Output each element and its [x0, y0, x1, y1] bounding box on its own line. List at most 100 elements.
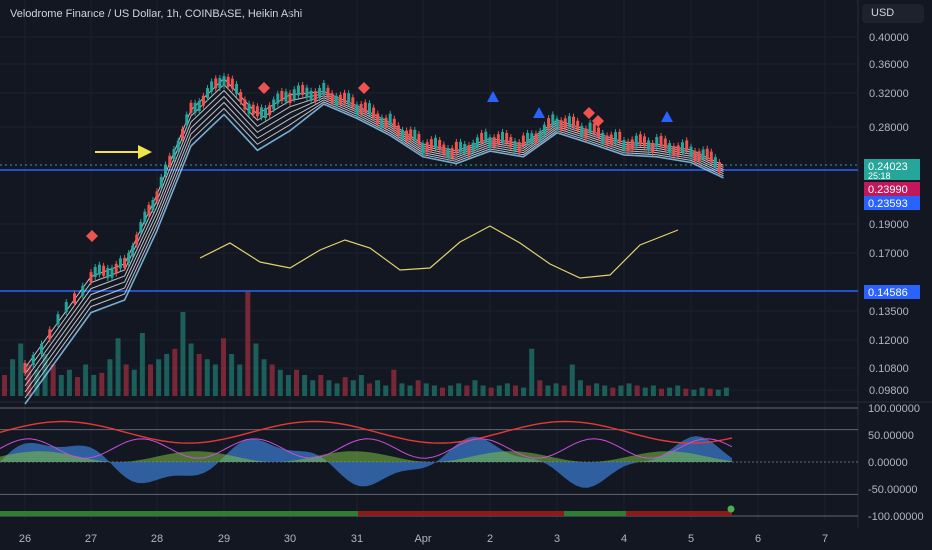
osc-tick-label: 0.00000	[868, 457, 908, 469]
candle-body	[551, 114, 555, 125]
volume-bar	[212, 364, 218, 396]
candle-body	[513, 141, 517, 152]
signal-diamond	[592, 115, 604, 127]
volume-bar	[294, 369, 299, 396]
time-tick-label: 31	[351, 533, 363, 545]
candle-body	[355, 104, 359, 115]
candle-body	[484, 131, 488, 142]
volume-bar	[504, 383, 510, 396]
volume-bar	[383, 385, 389, 396]
candle-body	[605, 135, 609, 146]
volume-bar	[480, 385, 486, 396]
candle-body	[534, 133, 538, 144]
volume-bar	[586, 385, 591, 396]
candle-body	[151, 199, 155, 210]
price-label-box	[864, 182, 920, 196]
candle-body	[330, 93, 334, 104]
candle-body	[159, 176, 163, 187]
volume-bar	[399, 383, 405, 396]
signal-diamond	[358, 82, 370, 94]
osc-red-line	[0, 420, 733, 444]
candle-body	[559, 120, 563, 131]
candle-body	[359, 103, 363, 114]
signal-diamond	[258, 82, 270, 94]
volume-bar	[650, 385, 656, 396]
volume-bar	[58, 375, 64, 396]
volume-bar	[456, 383, 462, 396]
candle-body	[110, 267, 114, 278]
volume-bar	[91, 375, 97, 396]
volume-bar	[350, 380, 356, 396]
signal-diamond	[86, 230, 98, 242]
candle-body	[584, 128, 588, 139]
volume-bar	[577, 380, 583, 396]
candle-body	[106, 267, 110, 278]
candle-body	[210, 81, 214, 92]
candle-body	[185, 114, 189, 125]
candle-body	[301, 84, 305, 95]
candle-body	[717, 162, 721, 173]
candle-body	[672, 146, 676, 157]
time-tick-label: Apr	[414, 533, 431, 545]
candle-body	[226, 76, 230, 87]
price-tick-label: 0.13500	[869, 306, 909, 318]
volume-bar	[448, 385, 454, 396]
candle-body	[580, 125, 584, 136]
currency-button[interactable]: USD	[862, 4, 924, 23]
candle-body	[467, 145, 471, 156]
candle-body	[429, 139, 433, 150]
candle-body	[118, 258, 122, 269]
candle-body	[475, 137, 479, 148]
candle-body	[127, 252, 131, 263]
candle-body	[102, 265, 106, 276]
volume-bar	[237, 364, 243, 396]
candle-body	[367, 103, 371, 114]
candle-body	[189, 102, 193, 113]
candle-body	[409, 129, 413, 140]
price-tick-label: 0.36000	[869, 59, 909, 71]
ma-ribbon-line	[24, 103, 724, 405]
candle-body	[322, 82, 326, 93]
candle-body	[496, 134, 500, 145]
candle-body	[442, 144, 446, 155]
candle-body	[135, 234, 139, 245]
candle-body	[40, 343, 43, 354]
candle-body	[305, 87, 309, 98]
price-label-box	[864, 285, 920, 299]
volume-bar	[180, 312, 186, 396]
candle-body	[655, 136, 659, 147]
candle-body	[56, 314, 60, 325]
candle-body	[206, 88, 209, 99]
candle-body	[89, 272, 93, 283]
candle-body	[143, 211, 147, 222]
signal-triangle	[661, 111, 673, 122]
volume-bar	[634, 385, 640, 396]
candle-body	[693, 150, 697, 161]
osc-tick-label: -50.00000	[868, 484, 918, 496]
candle-body	[597, 127, 601, 138]
candle-body	[663, 138, 667, 149]
trend-bar-segment	[564, 511, 626, 516]
candle-body	[425, 142, 429, 153]
volume-bar	[172, 348, 178, 396]
osc-tick-label: 50.00000	[868, 430, 914, 442]
candle-body	[73, 293, 76, 304]
candle-body	[634, 135, 638, 146]
volume-bar	[561, 385, 567, 396]
time-tick-label: 29	[218, 533, 230, 545]
chart-title: Velodrome Finance / US Dollar, 1h, COINB…	[10, 8, 303, 20]
volume-bar	[83, 364, 89, 396]
volume-bar	[115, 338, 121, 396]
candle-body	[288, 93, 292, 104]
candle-body	[651, 142, 655, 153]
volume-bar	[472, 380, 478, 396]
candle-body	[638, 134, 642, 145]
candle-body	[97, 264, 101, 275]
volume-bar	[99, 372, 105, 396]
candle-body	[392, 118, 396, 129]
volume-bar	[204, 359, 210, 396]
candle-body	[505, 133, 509, 144]
candle-body	[309, 90, 313, 101]
price-tick-label: 0.28000	[869, 122, 909, 134]
